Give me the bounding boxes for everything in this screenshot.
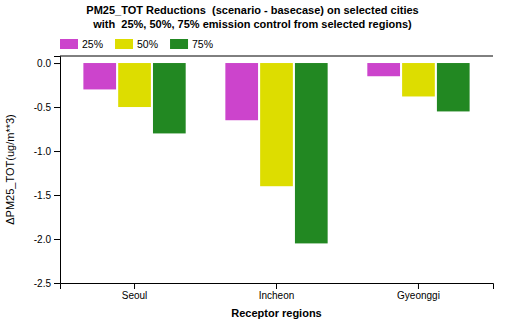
bar	[118, 63, 151, 107]
bar	[153, 63, 186, 133]
y-tick: -1.5	[34, 190, 60, 201]
tick-mark	[54, 151, 60, 152]
tick-mark	[54, 195, 60, 196]
bar	[83, 63, 116, 89]
legend-label: 50%	[137, 38, 158, 50]
tick-label: -2.0	[34, 234, 52, 245]
tick-mark	[54, 283, 60, 284]
y-tick: -2.0	[34, 234, 60, 245]
legend-swatch	[170, 39, 188, 49]
title: PM25_TOT Reductions (scenario - basecase…	[86, 4, 418, 16]
axis-line	[61, 284, 494, 290]
y-axis: 0.0 -0.5 -1.0 -1.5 -2.0 -2.5	[34, 57, 61, 289]
tick-label: 0.0	[37, 58, 51, 69]
tick-label: -0.5	[34, 102, 52, 113]
tick-label: -2.5	[34, 278, 52, 289]
y-tick: 0.0	[37, 58, 60, 69]
bar	[225, 63, 258, 120]
bar-series	[83, 63, 400, 120]
bar	[367, 63, 400, 76]
tick-mark	[54, 107, 60, 108]
bar	[402, 63, 435, 96]
tick-label: Gyeonggi	[397, 290, 440, 301]
tick-label: Seoul	[122, 290, 148, 301]
x-axis: Seoul Incheon Gyeonggi	[61, 283, 494, 301]
legend-item: 25%	[60, 38, 103, 50]
bar	[260, 63, 293, 186]
tick-mark	[54, 239, 60, 240]
tick-label: -1.0	[34, 146, 52, 157]
legend: 25% 50% 75%	[60, 38, 213, 50]
bar	[295, 63, 328, 243]
x-tick: Seoul	[122, 283, 148, 301]
bar-series	[118, 63, 435, 186]
x-tick: Gyeonggi	[397, 283, 440, 301]
x-tick: Incheon	[259, 283, 295, 301]
bars	[83, 63, 469, 243]
y-tick: -2.5	[34, 278, 60, 289]
tick-mark	[276, 283, 277, 289]
legend-label: 75%	[192, 38, 213, 50]
subtitle: with 25%, 50%, 75% emission control from…	[92, 18, 412, 30]
tick-label: -1.5	[34, 190, 52, 201]
legend-swatch	[60, 39, 78, 49]
bar-series	[153, 63, 470, 243]
axis-line	[60, 56, 493, 57]
y-tick: -0.5	[34, 102, 60, 113]
legend-label: 25%	[82, 38, 103, 50]
axis-line	[54, 57, 61, 284]
x-axis-label: Receptor regions	[231, 307, 321, 319]
tick-mark	[134, 283, 135, 289]
legend-item: 75%	[170, 38, 213, 50]
tick-mark	[418, 283, 419, 289]
tick-label: Incheon	[259, 290, 295, 301]
y-axis-label: ΔPM25_TOT(ug/m**3)	[4, 114, 16, 224]
legend-swatch	[115, 39, 133, 49]
tick-mark	[54, 63, 60, 64]
legend-item: 50%	[115, 38, 158, 50]
y-tick: -1.0	[34, 146, 60, 157]
chart: PM25_TOT Reductions (scenario - basecase…	[0, 0, 505, 323]
bar	[437, 63, 470, 111]
